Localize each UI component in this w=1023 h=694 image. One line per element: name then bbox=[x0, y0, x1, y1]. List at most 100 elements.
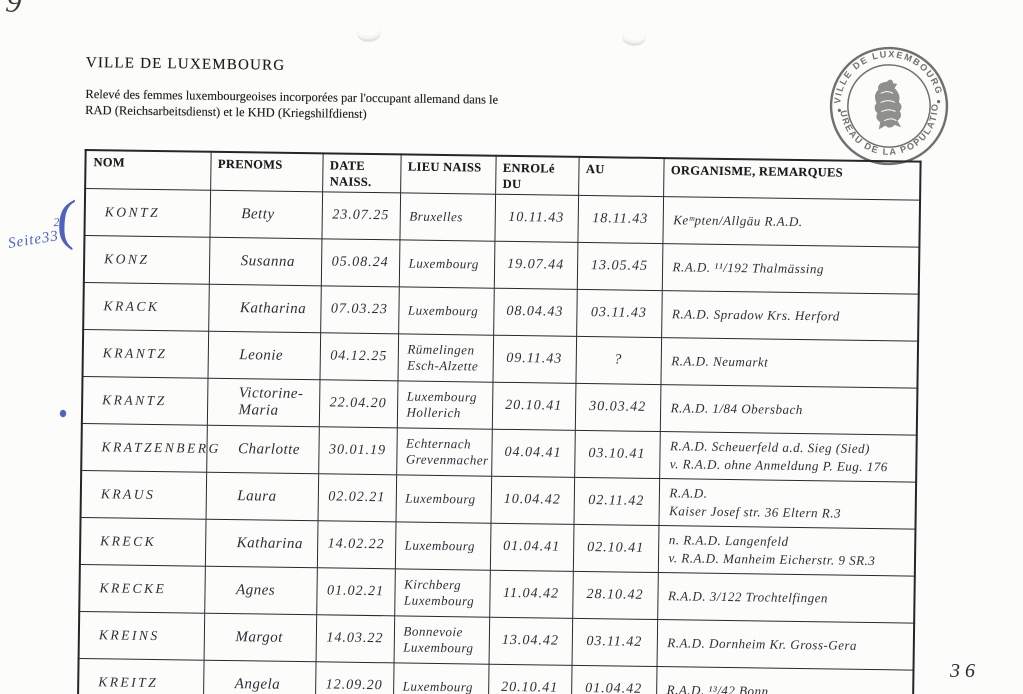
cell-au: 03.10.41 bbox=[574, 430, 660, 479]
cell-enrole_du: 10.04.42 bbox=[490, 476, 575, 525]
cell-organisme: R.A.D. Neumarkt bbox=[660, 337, 919, 389]
cell-au: 01.04.42 bbox=[570, 665, 657, 694]
cell-date_naiss: 12.09.20 bbox=[314, 661, 394, 694]
cell-prenoms: Agnes bbox=[204, 566, 317, 615]
cell-enrole_du: 04.04.41 bbox=[491, 429, 575, 478]
cell-prenoms: Katharina bbox=[208, 284, 321, 333]
cell-date_naiss: 07.03.23 bbox=[320, 285, 399, 334]
binder-hole-shadow-2 bbox=[621, 27, 647, 47]
cell-au: 28.10.42 bbox=[572, 571, 658, 620]
cell-date_naiss: 05.08.24 bbox=[320, 238, 400, 287]
cell-prenoms: Victorine-Maria bbox=[206, 378, 320, 427]
cell-prenoms: Margot bbox=[203, 613, 317, 662]
margin-dot bbox=[60, 410, 66, 417]
cell-organisme: R.A.D. Scheuerfeld a.d. Sieg (Sied) v. R… bbox=[659, 431, 917, 483]
column-header-au: AU bbox=[578, 156, 664, 197]
cell-nom: KONTZ bbox=[84, 188, 211, 238]
cell-lieu_naiss: Rümelingen Esch-Alzette bbox=[397, 333, 494, 383]
cell-organisme: n. R.A.D. Langenfeld v. R.A.D. Manheim E… bbox=[657, 525, 916, 577]
cell-nom: KRACK bbox=[83, 282, 209, 332]
cell-nom: KONZ bbox=[83, 235, 210, 285]
column-header-organisme: ORGANISME, REMARQUES bbox=[663, 157, 921, 201]
page-number: 36 bbox=[950, 660, 980, 682]
table-body: KONTZ Betty 23.07.25 Bruxelles 10.11.43 18.11… bbox=[77, 188, 921, 694]
cell-date_naiss: 14.02.22 bbox=[316, 520, 396, 569]
cell-au: 13.05.45 bbox=[576, 242, 663, 291]
cell-enrole_du: 20.10.41 bbox=[487, 664, 572, 694]
binder-hole-shadow-1 bbox=[356, 23, 382, 43]
cell-au: 02.11.42 bbox=[573, 477, 660, 526]
cell-date_naiss: 04.12.25 bbox=[319, 332, 399, 381]
cell-au: 03.11.43 bbox=[576, 289, 662, 338]
cell-lieu_naiss: Luxembourg bbox=[398, 239, 495, 289]
cell-nom: KRECKE bbox=[79, 564, 205, 614]
cell-nom: KRATZENBERG bbox=[81, 423, 221, 473]
cell-prenoms: Susanna bbox=[208, 237, 322, 286]
cell-organisme: Keᵐpten/Allgäu R.A.D. bbox=[662, 196, 921, 248]
document-subtitle: Relevé des femmes luxembourgeoises incor… bbox=[85, 86, 499, 122]
cell-nom: KRAUS bbox=[80, 470, 207, 520]
cell-date_naiss: 02.02.21 bbox=[317, 473, 397, 522]
column-header-nom: NOM bbox=[85, 149, 211, 191]
cell-organisme: R.A.D. Kaiser Josef str. 36 Eltern R.3 bbox=[658, 478, 917, 530]
cell-lieu_naiss: Luxembourg bbox=[394, 521, 491, 571]
margin-note-seite: Seite33 2 bbox=[6, 215, 61, 253]
register-table: NOM PRENOMS DATE NAISS. LIEU NAISS ENROLé DU… bbox=[76, 148, 922, 694]
cell-date_naiss: 30.01.19 bbox=[318, 426, 397, 475]
cell-lieu_naiss: Luxembourg bbox=[392, 662, 489, 694]
column-header-lieu_naiss: LIEU NAISS bbox=[400, 153, 496, 195]
cell-organisme: R.A.D. ¹³/42 Bonn bbox=[655, 666, 914, 694]
cell-lieu_naiss: Luxembourg bbox=[398, 286, 494, 336]
cell-au: 18.11.43 bbox=[577, 195, 664, 244]
cell-enrole_du: 09.11.43 bbox=[492, 335, 577, 384]
cell-organisme: R.A.D. 3/122 Trochtelfingen bbox=[657, 572, 915, 624]
cell-au: 03.11.42 bbox=[571, 618, 658, 667]
cell-nom: KRECK bbox=[79, 517, 206, 567]
bureau-population-stamp: VILLE DE LUXEMBOURG BUREAU DE LA POPULAT… bbox=[817, 32, 956, 173]
cell-lieu_naiss: Luxembourg bbox=[395, 474, 492, 524]
stamp-graphic: VILLE DE LUXEMBOURG BUREAU DE LA POPULAT… bbox=[817, 32, 949, 166]
cell-prenoms: Betty bbox=[209, 190, 323, 239]
column-header-prenoms: PRENOMS bbox=[210, 151, 323, 192]
cell-enrole_du: 19.07.44 bbox=[493, 241, 578, 290]
cell-prenoms: Katharina bbox=[204, 519, 318, 568]
lion-crest-icon bbox=[874, 79, 902, 130]
cell-date_naiss: 23.07.25 bbox=[321, 191, 401, 240]
margin-note-text: Seite33 bbox=[6, 228, 61, 252]
cell-prenoms: Laura bbox=[205, 472, 319, 521]
cell-prenoms: Angela bbox=[202, 660, 316, 694]
cell-date_naiss: 01.02.21 bbox=[316, 567, 395, 616]
cell-nom: KREINS bbox=[78, 611, 205, 661]
cell-au: 30.03.42 bbox=[574, 383, 661, 432]
cell-prenoms: Charlotte bbox=[206, 425, 319, 474]
corner-pen-mark: 9 bbox=[3, 0, 24, 20]
document-body: VILLE DE LUXEMBOURG Relevé des femmes lu… bbox=[76, 55, 922, 694]
cell-enrole_du: 13.04.42 bbox=[488, 617, 573, 666]
document-title: VILLE DE LUXEMBOURG bbox=[85, 55, 286, 74]
cell-date_naiss: 22.04.20 bbox=[318, 379, 398, 428]
cell-enrole_du: 08.04.43 bbox=[493, 288, 577, 337]
cell-lieu_naiss: Bonnevoie Luxembourg bbox=[393, 615, 490, 665]
cell-organisme: R.A.D. 1/84 Obersbach bbox=[659, 384, 918, 436]
cell-organisme: R.A.D. Spradow Krs. Herford bbox=[661, 290, 919, 342]
column-header-date_naiss: DATE NAISS. bbox=[322, 152, 401, 193]
cell-organisme: R.A.D. Dornheim Kr. Gross-Gera bbox=[656, 619, 915, 671]
margin-bracket: ( bbox=[55, 188, 78, 252]
cell-enrole_du: 01.04.41 bbox=[489, 523, 574, 572]
cell-lieu_naiss: Echternach Grevenmacher bbox=[396, 427, 492, 477]
cell-lieu_naiss: Luxembourg Hollerich bbox=[396, 380, 493, 430]
cell-lieu_naiss: Bruxelles bbox=[399, 192, 496, 242]
cell-au: ? bbox=[575, 336, 662, 385]
cell-prenoms: Leonie bbox=[207, 331, 321, 380]
cell-enrole_du: 11.04.42 bbox=[489, 570, 573, 619]
cell-enrole_du: 10.11.43 bbox=[494, 194, 579, 243]
cell-nom: KRANTZ bbox=[81, 376, 208, 426]
cell-date_naiss: 14.03.22 bbox=[315, 614, 395, 663]
cell-enrole_du: 20.10.41 bbox=[491, 382, 576, 431]
cell-nom: KRANTZ bbox=[82, 329, 209, 379]
cell-au: 02.10.41 bbox=[572, 524, 659, 573]
column-header-enrole_du: ENROLé DU bbox=[495, 155, 579, 196]
cell-lieu_naiss: Kirchberg Luxembourg bbox=[394, 568, 490, 618]
cell-nom: KREITZ bbox=[77, 658, 204, 694]
